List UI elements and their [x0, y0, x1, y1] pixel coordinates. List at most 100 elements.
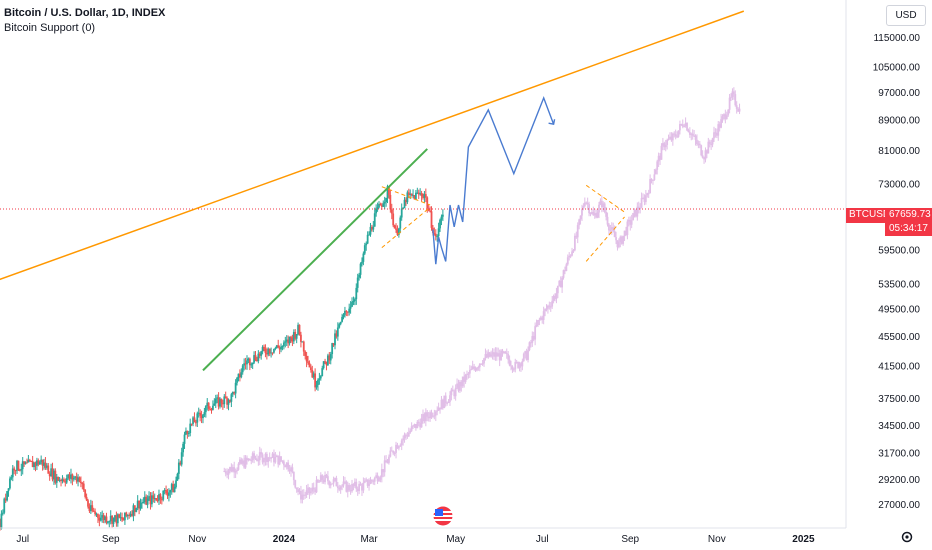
ghost-candle [424, 412, 427, 422]
ghost-candle [674, 134, 677, 137]
y-tick-label: 81000.00 [878, 146, 920, 157]
ghost-candle [446, 402, 449, 404]
ghost-candle [547, 305, 549, 309]
ghost-candle [667, 138, 670, 140]
candle [275, 345, 278, 349]
candle [210, 409, 213, 411]
candle [230, 394, 233, 402]
projection-path[interactable] [432, 95, 555, 265]
ghost-candle [586, 202, 589, 205]
candle [82, 483, 85, 490]
ghost-candle [229, 467, 231, 471]
ghost-candle [521, 360, 524, 367]
candle [98, 517, 101, 521]
ghost-candle [552, 296, 555, 301]
candle [119, 517, 122, 519]
candle [219, 398, 221, 407]
ghost-candle [393, 452, 396, 454]
ghost-candle [430, 412, 433, 417]
candle [179, 462, 182, 465]
ghost-triangle-pattern-line[interactable] [585, 216, 625, 262]
candle [197, 412, 200, 414]
ghost-candle [585, 202, 588, 204]
ghost-candle [447, 401, 450, 403]
candle [70, 474, 72, 479]
y-tick-label: 41500.00 [878, 361, 920, 372]
support-highlight-segment[interactable] [202, 148, 428, 372]
candle [437, 228, 440, 237]
ghost-candle [334, 478, 336, 480]
ghost-candle [498, 353, 501, 361]
candle [429, 210, 431, 212]
ghost-candle [708, 141, 711, 145]
candle [62, 479, 65, 482]
currency-button[interactable]: USD [886, 5, 926, 26]
triangle-pattern-line[interactable] [381, 186, 431, 206]
candle [359, 263, 362, 275]
support-trendline[interactable] [0, 10, 745, 290]
x-tick-label: Sep [102, 534, 120, 545]
ghost-candle [691, 133, 694, 136]
ghost-candle [647, 193, 650, 195]
ghost-candle [652, 179, 654, 181]
ghost-candle [697, 143, 700, 145]
ghost-candle [396, 444, 399, 449]
ghost-candle [694, 135, 697, 140]
ghost-candle [362, 482, 365, 491]
ghost-candle [324, 474, 326, 483]
candle [380, 205, 383, 207]
ghost-candle [731, 91, 734, 97]
ghost-candle [504, 351, 507, 354]
candle [332, 343, 335, 346]
ghost-candle [725, 115, 728, 120]
ghost-candle [420, 418, 423, 428]
candle [53, 470, 55, 480]
candle [38, 462, 41, 465]
ghost-candle [653, 174, 656, 180]
candle [4, 498, 7, 501]
legend-indicator[interactable]: Bitcoin Support (0) [4, 22, 96, 34]
ghost-candle [271, 453, 274, 458]
candle [280, 346, 282, 350]
candle [23, 461, 26, 465]
ghost-candle [406, 435, 409, 437]
x-tick-label: Nov [708, 534, 726, 545]
ghost-candle [325, 474, 328, 477]
candle [318, 378, 321, 380]
candle [18, 469, 21, 471]
ghost-candle [342, 481, 345, 486]
candle [288, 336, 291, 344]
candle [305, 355, 308, 362]
ghost-candle [257, 460, 260, 462]
ghost-candle [226, 473, 229, 475]
ghost-candle [703, 157, 705, 160]
candle [328, 355, 331, 361]
ghost-candle [304, 494, 307, 496]
ghost-candle [615, 237, 617, 241]
candle [271, 352, 274, 354]
ghost-candle [288, 469, 291, 472]
ghost-candle [488, 352, 491, 357]
ghost-candle [683, 126, 686, 128]
candle [48, 473, 51, 477]
candle [379, 204, 382, 206]
candle [220, 398, 223, 404]
candle [221, 403, 224, 405]
ghost-candle [529, 342, 532, 344]
ghost-candle [477, 367, 480, 369]
ghost-candle [392, 450, 395, 454]
us-flag-event-icon[interactable] [431, 506, 455, 526]
ghost-triangle-pattern-line[interactable] [585, 184, 625, 213]
candle [77, 477, 79, 482]
candle [139, 503, 142, 509]
candle [329, 354, 332, 361]
triangle-pattern-line[interactable] [381, 206, 431, 249]
candle-series [0, 184, 444, 531]
ghost-candle [314, 489, 317, 493]
candle [170, 484, 173, 491]
ghost-candle [233, 467, 236, 473]
settings-gear-icon[interactable] [900, 530, 914, 544]
candle [41, 459, 44, 466]
ghost-candle [451, 389, 454, 392]
